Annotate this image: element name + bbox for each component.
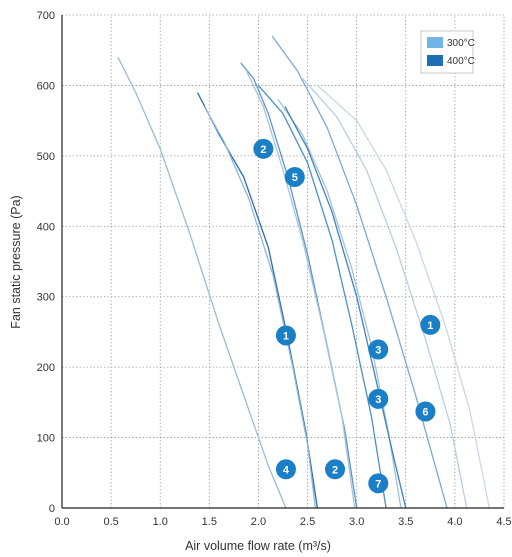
y-tick-label: 600	[37, 80, 55, 92]
y-tick-label: 400	[37, 221, 55, 233]
x-tick-label: 1.5	[202, 516, 217, 528]
series-line-4	[117, 57, 287, 509]
x-tick-label: 0.0	[54, 516, 69, 528]
marker-4	[275, 459, 296, 480]
x-tick-label: 2.5	[300, 516, 315, 528]
series-line-3	[284, 106, 407, 509]
curve-markers: 2 5 1 1 3 3 6 4 2 7	[253, 138, 441, 494]
series-lines	[117, 35, 490, 509]
marker-label: 3	[375, 394, 381, 406]
legend-label-300: 300°C	[447, 38, 475, 49]
y-tick-label: 200	[37, 362, 55, 374]
marker-label: 2	[260, 144, 266, 156]
marker-3	[368, 339, 389, 360]
marker-2	[253, 138, 274, 159]
y-tick-label: 700	[37, 10, 55, 22]
marker-label: 4	[283, 464, 290, 476]
y-tick-label: 300	[37, 292, 55, 304]
x-tick-label: 4.5	[496, 516, 511, 528]
series-line-5	[246, 71, 356, 509]
y-tick-label: 100	[37, 433, 55, 445]
series-line-1	[257, 84, 387, 509]
marker-3	[368, 388, 389, 409]
y-tick-labels: 0 100 200 300 400 500 600 700	[37, 10, 55, 515]
x-tick-label: 3.5	[398, 516, 413, 528]
marker-label: 1	[427, 320, 433, 332]
marker-6	[415, 401, 436, 422]
series-line-6	[302, 77, 468, 509]
axes	[61, 15, 504, 509]
x-tick-label: 1.0	[153, 516, 168, 528]
legend-swatch-300	[427, 37, 443, 48]
marker-label: 6	[422, 407, 428, 419]
series-line-2	[203, 106, 317, 509]
marker-2	[325, 459, 346, 480]
x-tick-label: 2.0	[251, 516, 266, 528]
series-line-2	[196, 92, 319, 509]
legend: 300°C 400°C	[420, 30, 475, 74]
x-tick-label: 0.5	[103, 516, 118, 528]
series-line-1	[316, 84, 490, 509]
marker-label: 5	[292, 172, 298, 184]
y-axis-title: Fan static pressure (Pa)	[9, 195, 23, 328]
marker-label: 2	[332, 464, 338, 476]
x-tick-label: 3.0	[349, 516, 364, 528]
marker-7	[368, 473, 389, 494]
y-tick-label: 0	[49, 503, 55, 515]
legend-swatch-400	[427, 55, 443, 66]
marker-label: 3	[375, 345, 381, 357]
marker-1	[420, 314, 441, 335]
y-tick-label: 500	[37, 151, 55, 163]
legend-label-400: 400°C	[447, 56, 475, 67]
marker-label: 1	[283, 330, 289, 342]
marker-label: 7	[375, 478, 381, 490]
x-tick-label: 4.0	[447, 516, 462, 528]
x-tick-labels: 0.0 0.5 1.0 1.5 2.0 2.5 3.0 3.5 4.0 4.5	[54, 516, 511, 528]
grid	[62, 14, 505, 508]
x-axis-title: Air volume flow rate (m³/s)	[185, 539, 331, 553]
series-line-7	[271, 35, 448, 509]
marker-1	[275, 325, 296, 346]
marker-5	[284, 166, 305, 187]
